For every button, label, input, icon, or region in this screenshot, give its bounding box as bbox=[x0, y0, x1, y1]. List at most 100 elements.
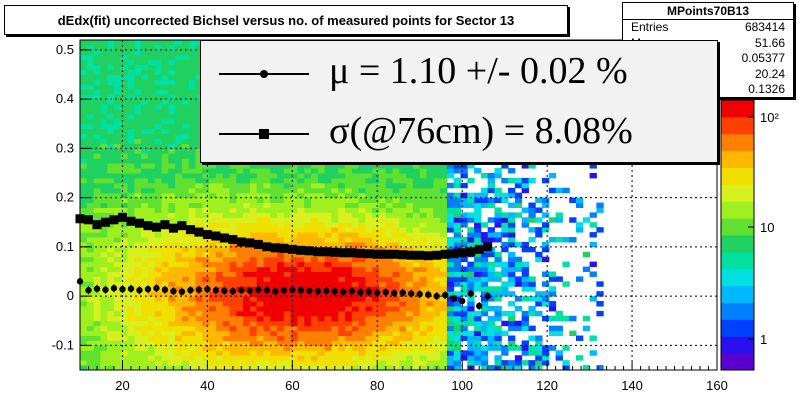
heat-cell bbox=[487, 296, 495, 302]
heat-cell bbox=[168, 281, 176, 287]
heat-cell bbox=[290, 237, 298, 243]
heat-cell bbox=[86, 365, 95, 371]
heat-cell bbox=[351, 256, 360, 263]
heat-cell bbox=[433, 261, 441, 268]
heat-cell bbox=[365, 197, 373, 204]
heat-cell bbox=[351, 286, 360, 292]
heat-cell bbox=[80, 281, 88, 287]
heat-cell bbox=[467, 177, 475, 184]
heat-cell bbox=[460, 222, 468, 228]
heat-cell bbox=[412, 172, 421, 179]
heat-cell bbox=[222, 256, 230, 263]
heat-cell bbox=[358, 192, 366, 199]
heat-cell bbox=[256, 305, 264, 312]
heat-cell bbox=[107, 153, 115, 159]
heat-cell bbox=[365, 276, 373, 282]
heat-cell bbox=[113, 138, 122, 144]
heat-cell bbox=[297, 168, 305, 174]
heat-cell bbox=[141, 251, 149, 258]
heat-cell bbox=[134, 187, 142, 194]
heat-cell bbox=[467, 241, 475, 248]
heat-cell bbox=[358, 207, 366, 213]
heat-cell bbox=[433, 271, 441, 277]
heat-cell bbox=[283, 310, 292, 317]
heat-cell bbox=[93, 335, 101, 341]
legend-label-mu: μ = 1.10 +/- 0.02 % bbox=[329, 50, 628, 92]
heat-cell bbox=[134, 158, 142, 164]
heat-cell bbox=[86, 227, 95, 233]
heat-cell bbox=[392, 315, 400, 322]
y-tick-label: 0.5 bbox=[56, 42, 74, 57]
heat-cell bbox=[113, 40, 122, 46]
heat-cell bbox=[331, 301, 339, 307]
heat-cell bbox=[290, 325, 298, 332]
heat-cell bbox=[521, 266, 529, 272]
heat-cell bbox=[392, 187, 400, 194]
heat-cell bbox=[86, 99, 95, 105]
heat-cell bbox=[480, 301, 489, 307]
heat-cell bbox=[426, 301, 434, 307]
heat-cell bbox=[446, 360, 455, 366]
data-point-mu bbox=[399, 289, 406, 296]
heat-cell bbox=[86, 148, 95, 154]
heat-cell bbox=[514, 360, 523, 366]
heat-cell bbox=[324, 360, 332, 366]
heat-cell bbox=[127, 360, 135, 366]
heat-cell bbox=[596, 281, 604, 287]
heat-cell bbox=[256, 330, 264, 337]
heat-cell bbox=[120, 340, 129, 346]
heat-cell bbox=[589, 172, 597, 179]
heat-cell bbox=[209, 251, 217, 258]
heat-cell bbox=[263, 197, 271, 204]
heat-cell bbox=[127, 148, 135, 154]
heat-cell bbox=[161, 355, 169, 361]
heat-cell bbox=[508, 241, 516, 248]
heat-cell bbox=[283, 212, 292, 218]
heat-cell bbox=[270, 168, 278, 174]
heat-cell bbox=[249, 187, 258, 194]
data-point-sigma bbox=[355, 248, 365, 258]
heat-cell bbox=[487, 251, 495, 258]
heat-cell bbox=[141, 271, 149, 277]
heat-cell bbox=[311, 222, 319, 228]
heat-cell bbox=[120, 177, 129, 184]
heat-cell bbox=[338, 163, 346, 169]
heat-cell bbox=[304, 217, 312, 223]
heat-cell bbox=[161, 69, 169, 75]
heat-cell bbox=[256, 202, 264, 208]
heat-cell bbox=[372, 172, 380, 179]
heat-cell bbox=[202, 246, 210, 253]
heat-cell bbox=[215, 296, 224, 302]
heat-cell bbox=[80, 197, 88, 204]
axes: 20 40 60 80 100 120 140 160-0.100.10.20.30.40.5 bbox=[52, 42, 728, 393]
heat-cell bbox=[358, 163, 366, 169]
heat-cell bbox=[277, 256, 285, 263]
heat-cell bbox=[433, 355, 441, 361]
heat-cell bbox=[548, 172, 557, 179]
heat-cell bbox=[446, 305, 455, 312]
heat-cell bbox=[277, 360, 285, 366]
heat-cell bbox=[324, 281, 332, 287]
heat-cell bbox=[331, 335, 339, 341]
heat-cell bbox=[80, 330, 88, 337]
heat-cell bbox=[453, 291, 462, 297]
heat-cell bbox=[107, 74, 115, 80]
heat-cell bbox=[283, 355, 292, 361]
heat-cell bbox=[358, 350, 366, 356]
heat-cell bbox=[480, 296, 489, 302]
heat-cell bbox=[107, 305, 115, 312]
heat-cell bbox=[351, 168, 360, 174]
heat-cell bbox=[399, 212, 407, 218]
heat-cell bbox=[236, 330, 244, 337]
heat-cell bbox=[202, 276, 210, 282]
heat-cell bbox=[209, 163, 217, 169]
heat-cell bbox=[460, 182, 468, 189]
heat-cell bbox=[351, 315, 360, 322]
heat-cell bbox=[555, 237, 563, 243]
heat-cell bbox=[181, 345, 190, 351]
heat-cell bbox=[453, 177, 462, 184]
heat-cell bbox=[107, 222, 115, 228]
heat-cell bbox=[542, 315, 550, 322]
heat-cell bbox=[277, 207, 285, 213]
heat-cell bbox=[175, 143, 183, 149]
